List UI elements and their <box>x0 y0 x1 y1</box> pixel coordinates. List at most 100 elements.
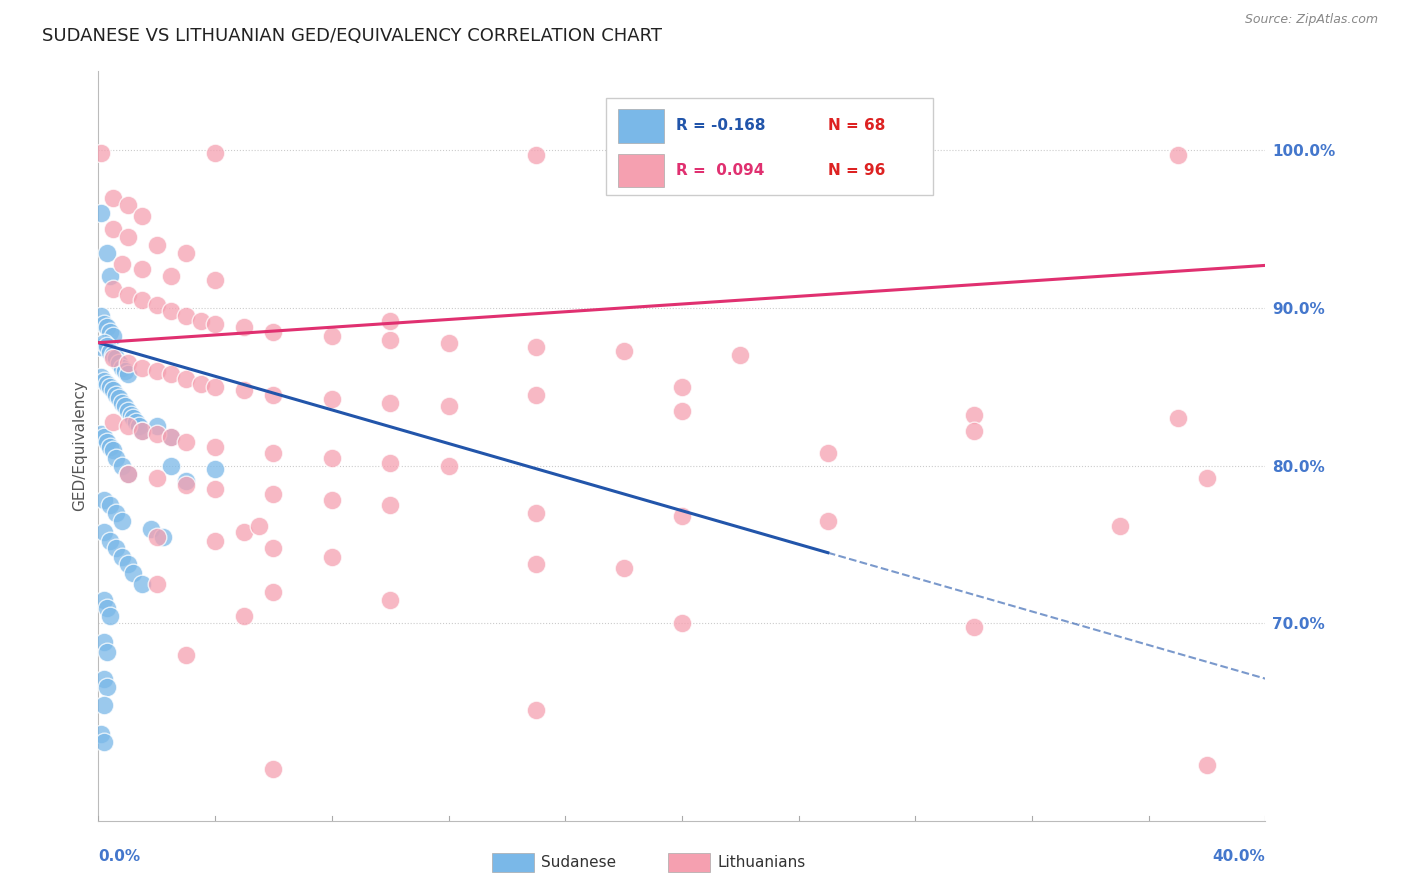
Point <box>524 340 547 354</box>
Point <box>117 403 139 417</box>
Point <box>160 430 183 444</box>
Point <box>204 440 226 454</box>
Point <box>96 645 118 659</box>
Point <box>93 335 115 350</box>
Point <box>321 493 343 508</box>
Point <box>380 395 402 409</box>
Point <box>128 419 150 434</box>
Point <box>524 148 547 162</box>
Point <box>98 608 121 623</box>
Point <box>111 257 134 271</box>
Point <box>962 619 984 633</box>
Point <box>96 339 118 353</box>
Point <box>380 333 402 347</box>
Text: 40.0%: 40.0% <box>1212 849 1265 864</box>
Point <box>160 368 183 382</box>
Point <box>98 325 121 339</box>
Point <box>131 577 153 591</box>
Point <box>139 522 162 536</box>
Point <box>101 383 124 397</box>
Point <box>380 456 402 470</box>
Point <box>104 388 127 402</box>
Point <box>160 430 183 444</box>
Point <box>131 424 153 438</box>
Point <box>204 380 226 394</box>
Text: R = -0.168: R = -0.168 <box>676 118 766 133</box>
Point <box>108 391 131 405</box>
Point <box>93 430 115 444</box>
Point <box>146 364 169 378</box>
Point <box>131 261 153 276</box>
Point <box>93 698 115 713</box>
Point <box>93 493 115 508</box>
Point <box>101 442 124 457</box>
Point <box>90 146 112 161</box>
Point <box>96 319 118 334</box>
Point <box>437 335 460 350</box>
Point <box>146 419 169 434</box>
Point <box>671 509 693 524</box>
Point <box>131 424 153 438</box>
Point <box>98 498 121 512</box>
Point <box>114 399 136 413</box>
Point <box>817 514 839 528</box>
Point <box>90 206 112 220</box>
Point <box>117 356 139 370</box>
Point <box>101 415 124 429</box>
Point <box>120 409 142 423</box>
Point <box>174 475 197 489</box>
Point <box>1108 518 1130 533</box>
Point <box>101 190 124 204</box>
Point <box>146 238 169 252</box>
Point <box>90 427 112 442</box>
FancyBboxPatch shape <box>617 109 665 143</box>
Point <box>98 380 121 394</box>
Point <box>96 600 118 615</box>
Point <box>111 458 134 473</box>
Point <box>101 282 124 296</box>
Point <box>380 592 402 607</box>
Text: SUDANESE VS LITHUANIAN GED/EQUIVALENCY CORRELATION CHART: SUDANESE VS LITHUANIAN GED/EQUIVALENCY C… <box>42 27 662 45</box>
Text: N = 96: N = 96 <box>828 162 886 178</box>
Point <box>104 450 127 465</box>
Point <box>93 592 115 607</box>
Point <box>98 345 121 359</box>
Point <box>174 372 197 386</box>
Point <box>190 313 212 327</box>
Point <box>117 467 139 481</box>
Point <box>1195 758 1218 772</box>
Point <box>233 383 256 397</box>
Point <box>111 514 134 528</box>
Point <box>233 608 256 623</box>
Text: R =  0.094: R = 0.094 <box>676 162 765 178</box>
Point <box>233 524 256 539</box>
Point <box>204 146 226 161</box>
Point <box>524 388 547 402</box>
Point <box>612 343 634 358</box>
Point <box>204 483 226 497</box>
Point <box>160 269 183 284</box>
Point <box>1195 471 1218 485</box>
Point <box>671 403 693 417</box>
Y-axis label: GED/Equivalency: GED/Equivalency <box>72 381 87 511</box>
Point <box>174 245 197 260</box>
Point <box>160 458 183 473</box>
Point <box>131 210 153 224</box>
Point <box>962 424 984 438</box>
Point <box>380 313 402 327</box>
Point <box>104 506 127 520</box>
Point <box>90 309 112 323</box>
Point <box>117 557 139 571</box>
Point <box>262 446 284 460</box>
Point <box>93 524 115 539</box>
Point <box>174 648 197 662</box>
Point <box>131 293 153 307</box>
Point <box>125 415 148 429</box>
Point <box>93 635 115 649</box>
Point <box>117 419 139 434</box>
Point <box>437 399 460 413</box>
Point <box>204 462 226 476</box>
FancyBboxPatch shape <box>606 97 932 195</box>
Point <box>104 541 127 555</box>
Point <box>190 376 212 391</box>
